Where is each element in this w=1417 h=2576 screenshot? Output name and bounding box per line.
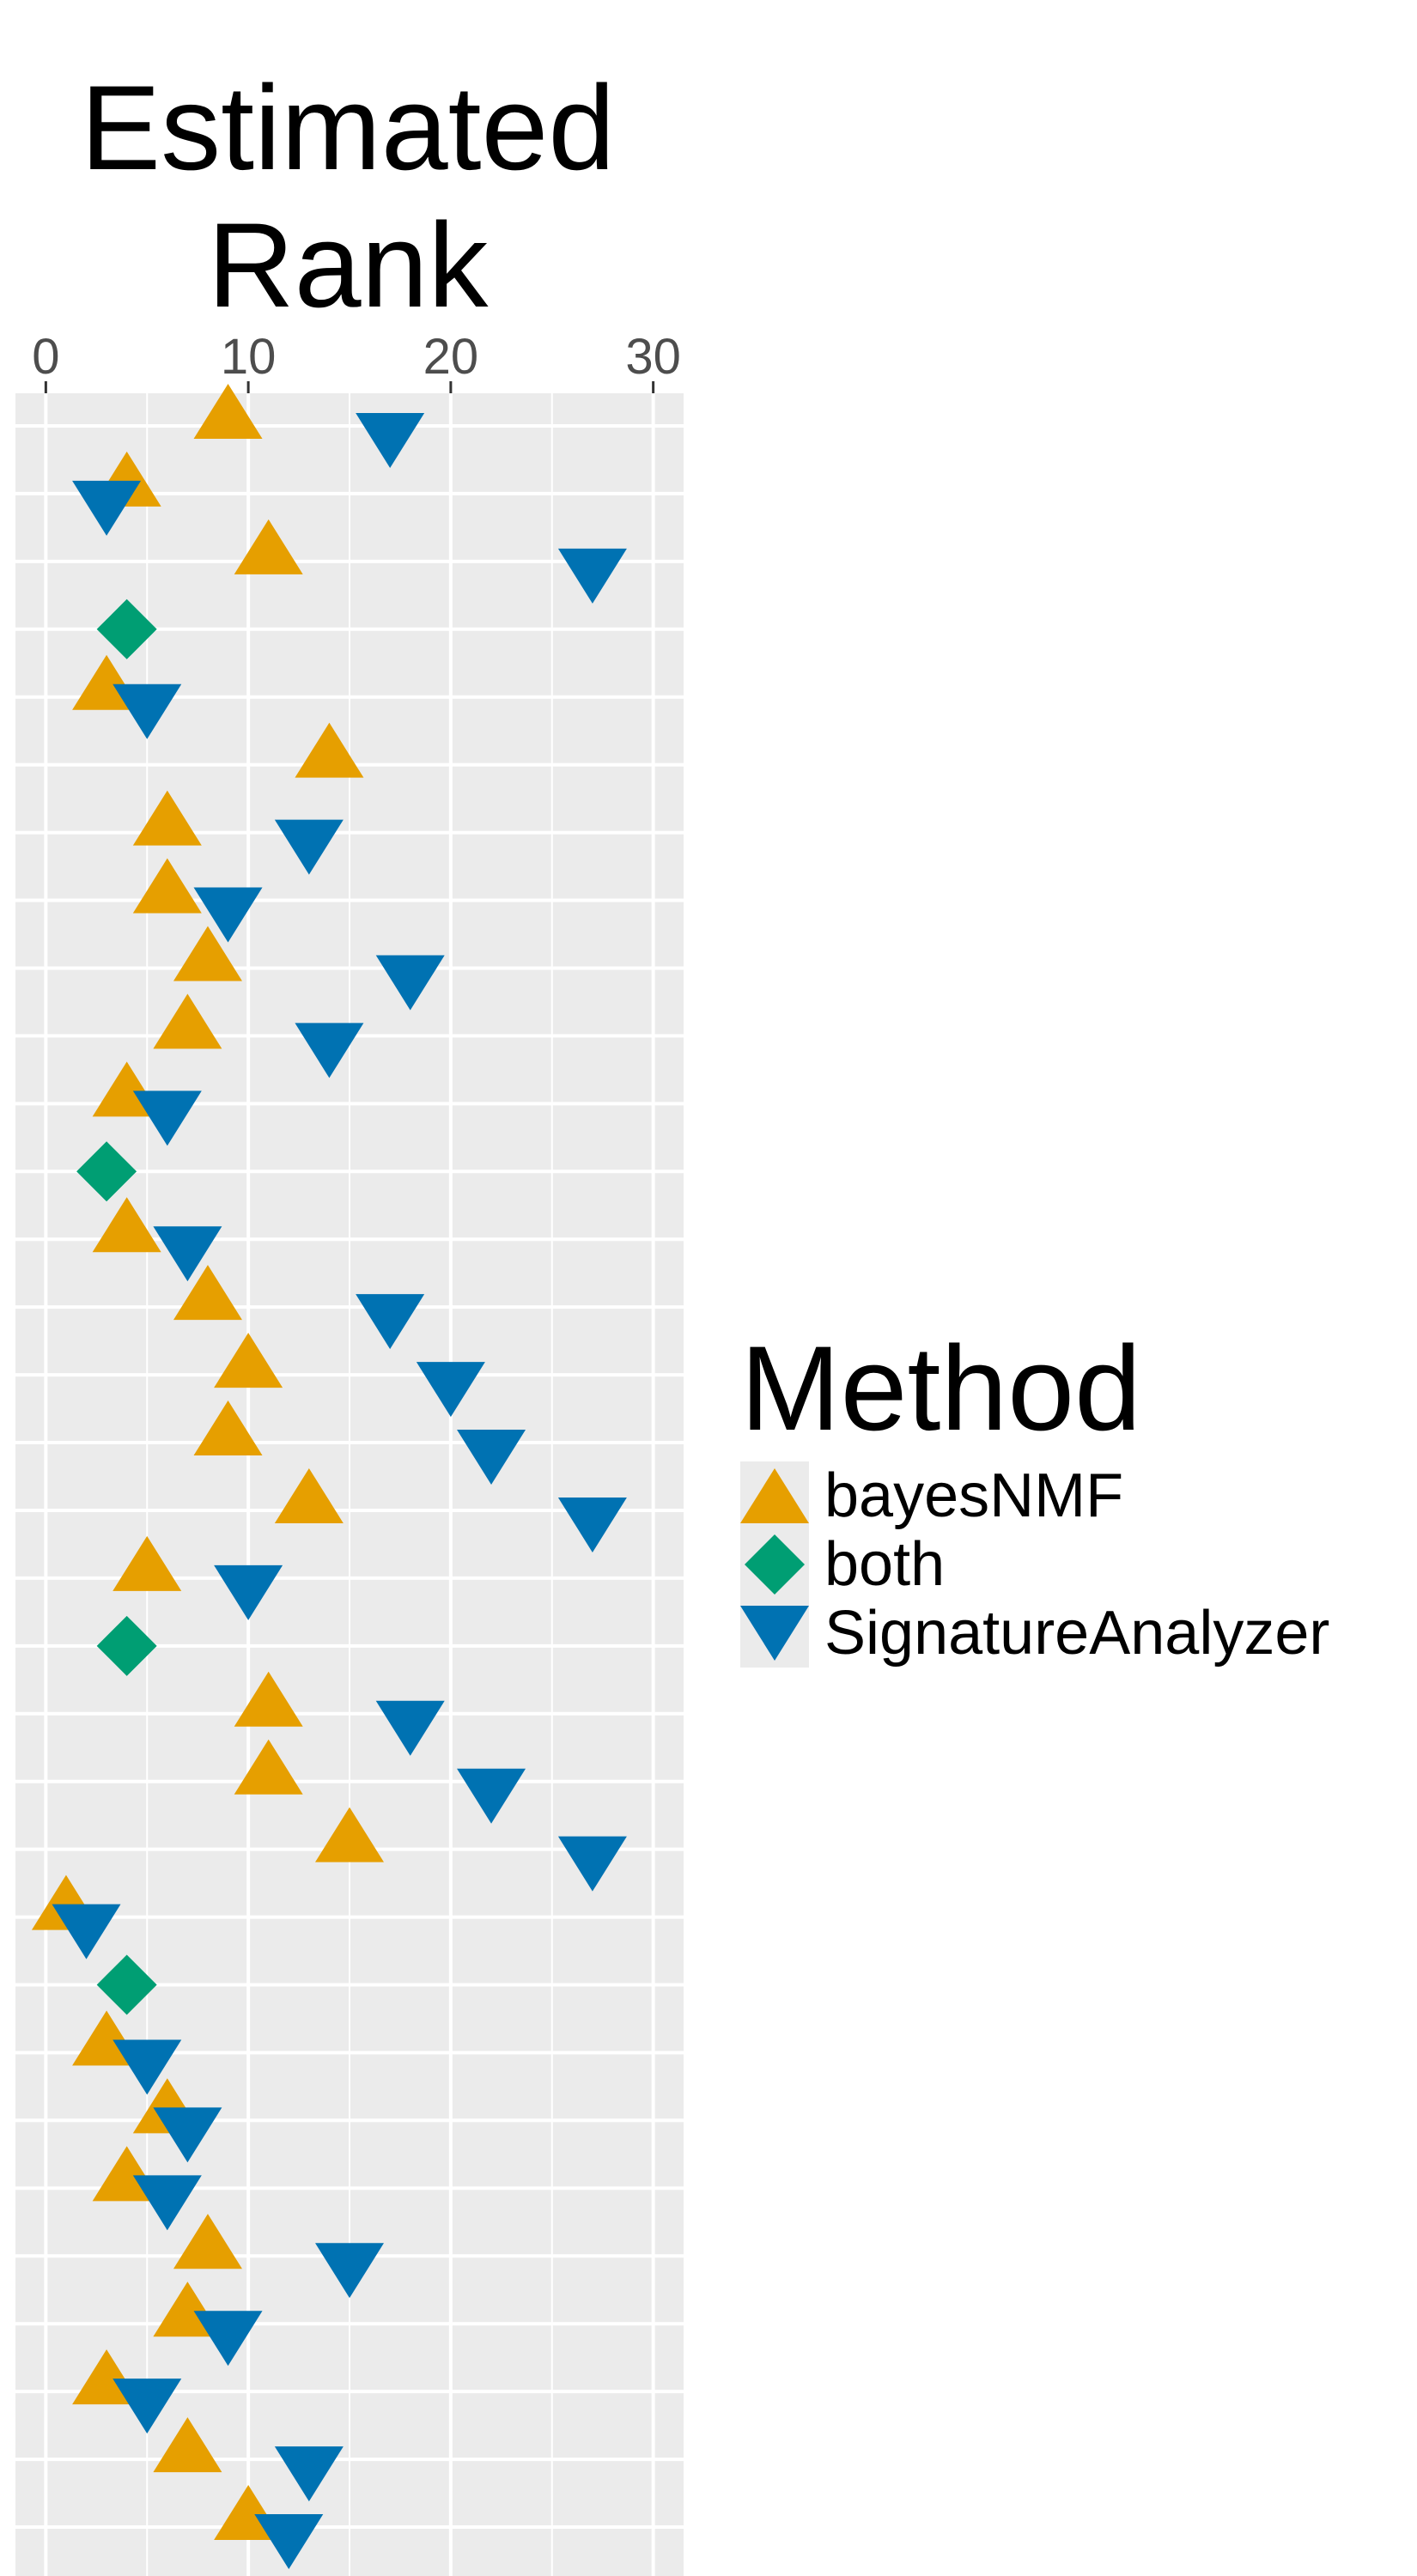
point-signatureanalyzer — [153, 2107, 222, 2163]
point-signatureanalyzer — [375, 1700, 445, 1756]
point-bayesnmf — [193, 1400, 263, 1456]
point-signatureanalyzer — [416, 1362, 485, 1418]
legend-label: both — [824, 1530, 945, 1599]
point-bayesnmf — [295, 722, 364, 778]
point-bayesnmf — [315, 1807, 384, 1862]
point-bayesnmf — [234, 519, 303, 574]
point-signatureanalyzer — [153, 1226, 222, 1282]
legend-key-signatureanalyzer — [740, 1606, 809, 1661]
point-signatureanalyzer — [315, 2243, 384, 2299]
point-signatureanalyzer — [557, 1497, 627, 1552]
point-signatureanalyzer — [356, 413, 425, 468]
point-signatureanalyzer — [375, 955, 445, 1011]
point-signatureanalyzer — [457, 1768, 526, 1824]
x-tick-label: 0 — [32, 329, 59, 385]
legend-title: Method — [740, 1321, 1141, 1455]
point-signatureanalyzer — [457, 1430, 526, 1485]
point-signatureanalyzer — [72, 480, 142, 536]
legend-key-both — [745, 1534, 805, 1595]
x-tick-label: 10 — [221, 329, 277, 385]
point-bayesnmf — [92, 1197, 161, 1253]
point-signatureanalyzer — [193, 2311, 263, 2366]
point-signatureanalyzer — [132, 1091, 202, 1146]
point-bayesnmf — [214, 1333, 283, 1388]
point-bayesnmf — [153, 993, 222, 1049]
chart-title-line: Rank — [208, 197, 490, 332]
point-both — [96, 1615, 157, 1676]
point-bayesnmf — [234, 1739, 303, 1795]
point-signatureanalyzer — [113, 2039, 182, 2095]
point-signatureanalyzer — [356, 1294, 425, 1350]
point-bayesnmf — [113, 1535, 182, 1591]
x-tick-label: 20 — [423, 329, 479, 385]
point-both — [76, 1141, 137, 1202]
point-bayesnmf — [274, 1467, 344, 1523]
point-bayesnmf — [153, 2417, 222, 2473]
point-signatureanalyzer — [113, 683, 182, 739]
point-signatureanalyzer — [113, 2379, 182, 2434]
x-axis: 0 10 20 30 — [32, 329, 681, 393]
point-signatureanalyzer — [132, 2175, 202, 2231]
x-tick-label: 30 — [625, 329, 681, 385]
point-signatureanalyzer — [557, 548, 627, 604]
data-points — [31, 384, 627, 2569]
point-bayesnmf — [132, 858, 202, 914]
point-bayesnmf — [173, 926, 242, 981]
point-bayesnmf — [173, 2214, 242, 2269]
point-signatureanalyzer — [214, 1564, 283, 1620]
point-signatureanalyzer — [193, 887, 263, 943]
point-bayesnmf — [132, 790, 202, 846]
point-signatureanalyzer — [52, 1904, 121, 1959]
point-bayesnmf — [173, 1265, 242, 1321]
point-signatureanalyzer — [274, 819, 344, 875]
point-both — [96, 598, 157, 659]
point-bayesnmf — [234, 1671, 303, 1727]
point-both — [96, 1954, 157, 2015]
point-signatureanalyzer — [557, 1836, 627, 1892]
chart-title-line: Estimated — [81, 60, 615, 195]
point-signatureanalyzer — [274, 2446, 344, 2502]
legend-key-bayesnmf — [740, 1468, 809, 1523]
point-signatureanalyzer — [254, 2514, 324, 2569]
point-bayesnmf — [193, 384, 263, 439]
point-signatureanalyzer — [295, 1023, 364, 1078]
legend-label: bayesNMF — [824, 1461, 1123, 1530]
legend-label: SignatureAnalyzer — [824, 1599, 1329, 1668]
